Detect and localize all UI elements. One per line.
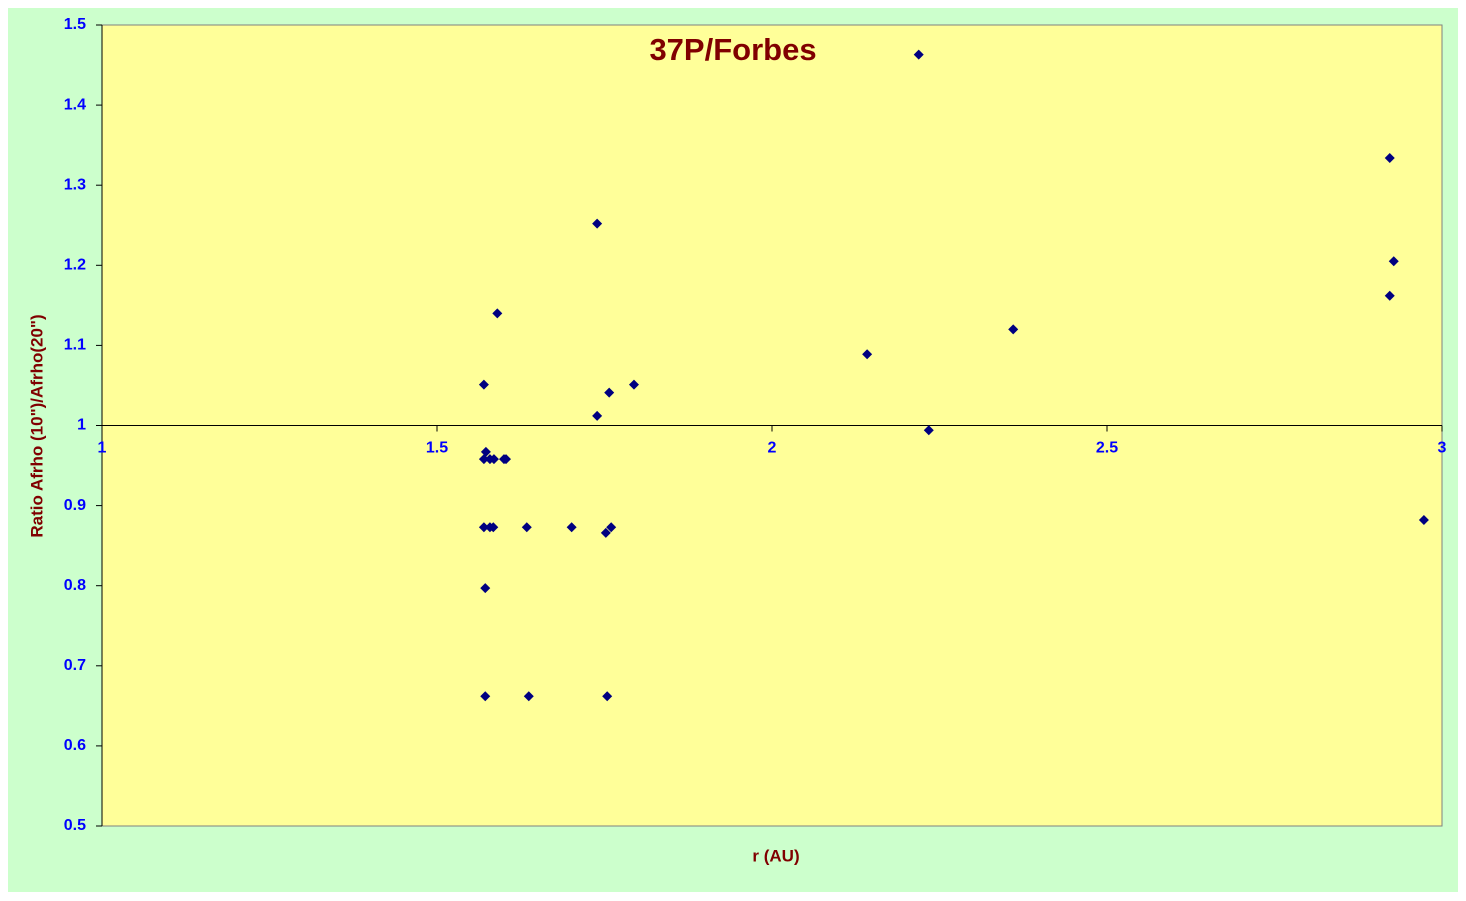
- data-point: [592, 218, 603, 229]
- data-point: [1008, 324, 1019, 335]
- y-tick-label: 1.2: [64, 257, 86, 274]
- data-point: [480, 583, 491, 594]
- data-point: [606, 522, 617, 533]
- data-point: [478, 522, 489, 533]
- chart-title: 37P/Forbes: [649, 32, 816, 67]
- y-tick-label: 0.9: [64, 497, 86, 514]
- x-axis-label: r (AU): [752, 846, 799, 865]
- x-tick-label: 1.5: [426, 440, 448, 457]
- data-point: [480, 446, 491, 457]
- data-point: [488, 522, 499, 533]
- data-point: [1388, 256, 1399, 267]
- data-point: [628, 379, 639, 390]
- data-point: [1384, 152, 1395, 163]
- data-point: [604, 387, 615, 398]
- y-tick-label: 0.6: [64, 737, 86, 754]
- y-tick-label: 1: [77, 417, 86, 434]
- data-point: [521, 522, 532, 533]
- data-point: [488, 454, 499, 465]
- y-tick-label: 1.1: [64, 337, 86, 354]
- data-point: [501, 454, 512, 465]
- y-axis-label: Ratio Afrho (10")/Afrho(20"): [27, 314, 46, 537]
- data-point: [492, 308, 503, 319]
- data-point: [480, 691, 491, 702]
- data-point: [923, 425, 934, 436]
- y-tick-label: 1.4: [64, 96, 86, 113]
- data-point: [1418, 515, 1429, 526]
- data-point: [478, 454, 489, 465]
- x-tick-label: 2.5: [1096, 440, 1118, 457]
- y-tick-label: 0.8: [64, 577, 86, 594]
- data-point: [913, 49, 924, 60]
- data-point: [1384, 290, 1395, 301]
- data-point: [592, 410, 603, 421]
- x-tick-label: 1: [98, 440, 107, 457]
- x-tick-label: 3: [1438, 440, 1447, 457]
- y-tick-label: 0.7: [64, 657, 86, 674]
- data-point: [600, 527, 611, 538]
- y-tick-label: 1.3: [64, 176, 86, 193]
- y-tick-label: 1.5: [64, 16, 86, 33]
- data-point: [478, 379, 489, 390]
- x-tick-label: 2: [768, 440, 777, 457]
- data-point: [523, 691, 534, 702]
- data-point: [566, 522, 577, 533]
- y-tick-label: 0.5: [64, 817, 86, 834]
- data-point: [602, 691, 613, 702]
- data-point: [862, 349, 873, 360]
